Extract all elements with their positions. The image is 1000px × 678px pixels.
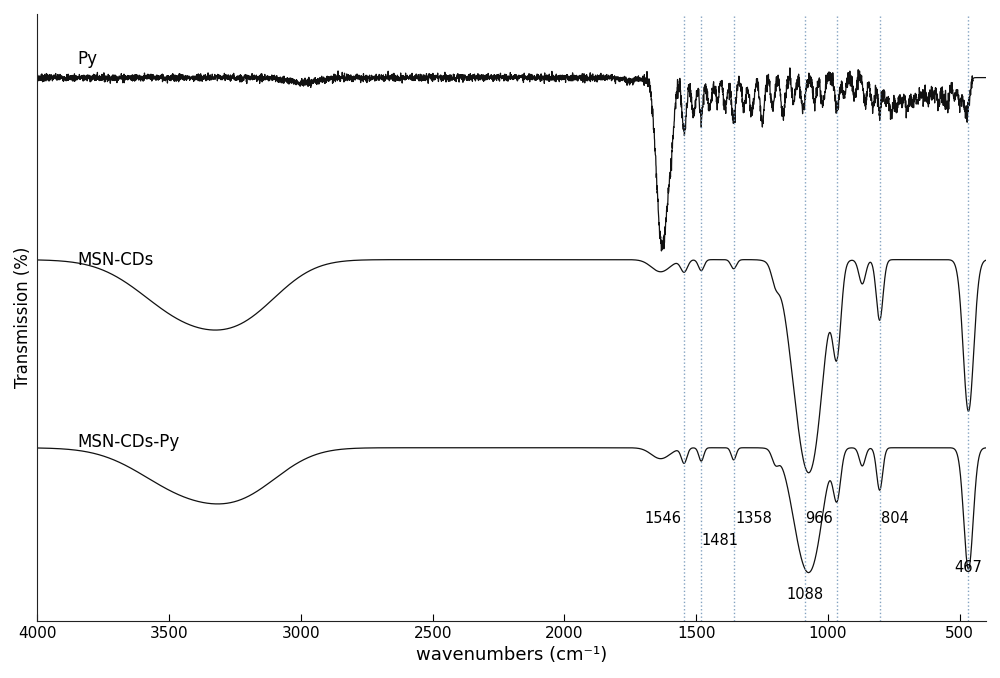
Text: 1481: 1481 [701, 533, 738, 548]
X-axis label: wavenumbers (cm⁻¹): wavenumbers (cm⁻¹) [416, 646, 607, 664]
Text: MSN-CDs: MSN-CDs [77, 251, 153, 268]
Text: Py: Py [77, 50, 97, 68]
Text: 966: 966 [806, 511, 833, 527]
Text: 467: 467 [955, 560, 982, 575]
Text: 804: 804 [881, 511, 909, 527]
Text: 1088: 1088 [786, 587, 823, 602]
Y-axis label: Transmission (%): Transmission (%) [14, 247, 32, 388]
Text: MSN-CDs-Py: MSN-CDs-Py [77, 433, 179, 451]
Text: 1546: 1546 [645, 511, 682, 527]
Text: 1358: 1358 [736, 511, 773, 527]
